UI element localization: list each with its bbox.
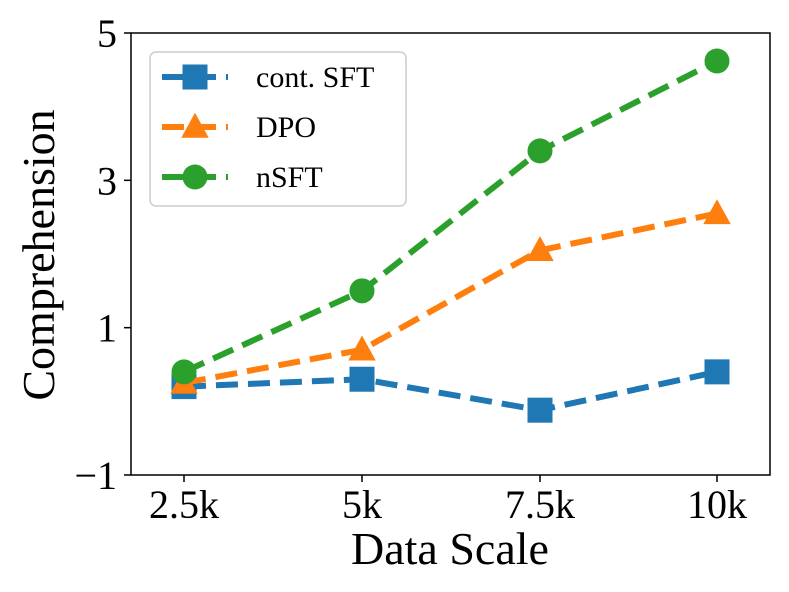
legend-label: DPO — [256, 111, 316, 144]
data-point — [349, 278, 375, 304]
series-line — [183, 368, 718, 414]
x-axis: 2.5k 5k 7.5k 10k — [149, 475, 747, 527]
y-tick-label: −1 — [74, 453, 117, 498]
plot-frame — [130, 32, 771, 476]
x-axis-label: Data Scale — [351, 523, 549, 574]
data-point — [526, 236, 554, 262]
y-tick-label: 5 — [97, 11, 117, 56]
data-point — [704, 359, 730, 385]
data-point — [704, 48, 730, 74]
legend-item: nSFT — [162, 161, 323, 194]
x-tick-label: 10k — [687, 482, 747, 527]
data-point — [527, 138, 553, 164]
legend: cont. SFT DPO nSFT — [149, 51, 407, 207]
data-point — [527, 397, 553, 423]
data-point — [171, 359, 197, 385]
legend-marker — [182, 64, 208, 90]
series-layer — [170, 48, 731, 423]
series-line — [182, 58, 719, 375]
legend-box — [149, 51, 407, 207]
series-dpo — [170, 199, 731, 394]
x-tick-label: 5k — [342, 482, 382, 527]
legend-label: cont. SFT — [256, 61, 374, 94]
y-axis: −1 1 3 5 — [74, 11, 131, 498]
legend-item: cont. SFT — [162, 61, 374, 94]
legend-marker — [181, 112, 209, 138]
legend-marker — [182, 164, 208, 190]
data-point — [349, 366, 375, 392]
series-line — [183, 210, 718, 386]
data-point — [703, 199, 731, 225]
plot-area — [130, 32, 771, 476]
y-tick-label: 3 — [97, 158, 117, 203]
data-point — [348, 335, 376, 361]
y-tick-label: 1 — [97, 306, 117, 351]
legend-item: DPO — [162, 111, 316, 144]
x-tick-label: 7.5k — [505, 482, 575, 527]
x-tick-label: 2.5k — [149, 482, 219, 527]
y-axis-label: Comprehension — [13, 109, 64, 400]
series-nsft — [171, 48, 730, 385]
legend-label: nSFT — [256, 161, 323, 194]
